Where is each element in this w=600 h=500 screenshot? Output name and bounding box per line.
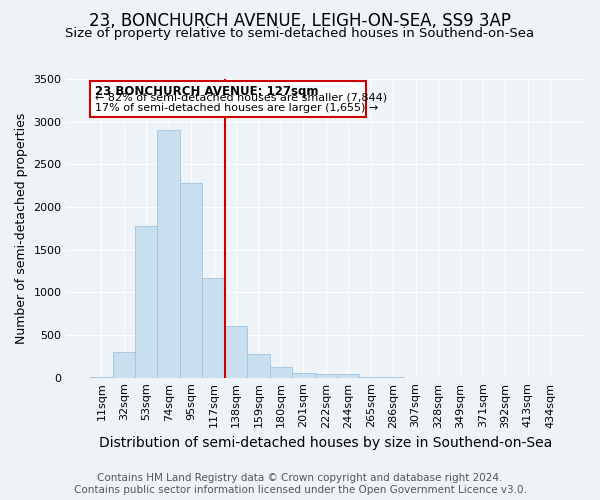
Text: 17% of semi-detached houses are larger (1,655) →: 17% of semi-detached houses are larger (… bbox=[95, 103, 378, 113]
Bar bbox=[90, 80, 366, 116]
Bar bbox=[314, 374, 337, 378]
Text: Contains HM Land Registry data © Crown copyright and database right 2024.
Contai: Contains HM Land Registry data © Crown c… bbox=[74, 474, 526, 495]
Bar bbox=[180, 183, 202, 378]
Text: 23 BONCHURCH AVENUE: 127sqm: 23 BONCHURCH AVENUE: 127sqm bbox=[95, 85, 318, 98]
Bar bbox=[90, 377, 113, 378]
Bar bbox=[269, 366, 292, 378]
X-axis label: Distribution of semi-detached houses by size in Southend-on-Sea: Distribution of semi-detached houses by … bbox=[99, 436, 553, 450]
Bar bbox=[202, 278, 225, 378]
Bar bbox=[225, 326, 247, 378]
Text: 23, BONCHURCH AVENUE, LEIGH-ON-SEA, SS9 3AP: 23, BONCHURCH AVENUE, LEIGH-ON-SEA, SS9 … bbox=[89, 12, 511, 30]
Bar bbox=[157, 130, 180, 378]
Bar bbox=[247, 354, 269, 378]
Text: ← 82% of semi-detached houses are smaller (7,844): ← 82% of semi-detached houses are smalle… bbox=[95, 92, 387, 102]
Text: Size of property relative to semi-detached houses in Southend-on-Sea: Size of property relative to semi-detach… bbox=[65, 28, 535, 40]
Bar bbox=[359, 377, 382, 378]
Bar bbox=[113, 352, 135, 378]
Bar bbox=[135, 226, 157, 378]
Y-axis label: Number of semi-detached properties: Number of semi-detached properties bbox=[15, 112, 28, 344]
Bar bbox=[337, 374, 359, 378]
Bar bbox=[292, 372, 314, 378]
